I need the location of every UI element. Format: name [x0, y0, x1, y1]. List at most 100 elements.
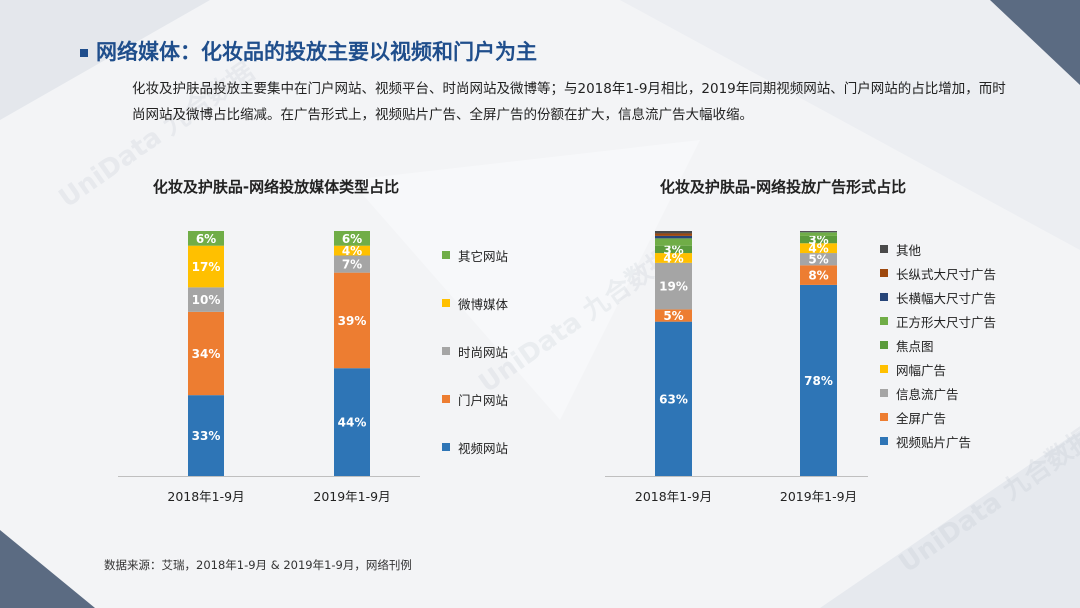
legend-item: 信息流广告 — [880, 384, 996, 408]
data-label: 39% — [338, 314, 367, 328]
legend-label: 全屏广告 — [896, 411, 947, 426]
legend-label: 网幅广告 — [896, 363, 947, 378]
legend-label: 门户网站 — [458, 393, 509, 408]
data-label: 5% — [808, 253, 828, 267]
legend-label: 视频网站 — [458, 441, 509, 456]
data-label: 34% — [192, 347, 221, 361]
bar-segment — [800, 243, 837, 254]
category-tick-label: 2019年1-9月 — [780, 489, 857, 504]
bar-segment — [655, 309, 692, 322]
bar-segment — [334, 231, 370, 246]
data-label: 44% — [338, 416, 367, 430]
bar-segment — [655, 262, 692, 310]
legend-item: 视频网站 — [442, 438, 508, 486]
data-label: 33% — [192, 429, 221, 443]
bar-segment — [334, 368, 370, 476]
legend-item: 长纵式大尺寸广告 — [880, 264, 996, 288]
data-label: 6% — [196, 232, 216, 246]
data-label: 7% — [342, 258, 362, 272]
data-label: 4% — [808, 242, 828, 256]
legend-item: 微博媒体 — [442, 294, 508, 342]
bar-segment — [188, 245, 224, 288]
legend-item: 正方形大尺寸广告 — [880, 312, 996, 336]
legend-swatch — [880, 437, 888, 445]
legend-swatch — [442, 443, 450, 451]
page-title-text: 网络媒体：化妆品的投放主要以视频和门户为主 — [96, 40, 537, 64]
bar-segment — [334, 245, 370, 256]
data-label: 4% — [342, 244, 362, 258]
bar-segment — [188, 231, 224, 246]
legend-swatch — [880, 293, 888, 301]
legend-item: 焦点图 — [880, 336, 996, 360]
legend-item: 其他 — [880, 240, 996, 264]
legend-swatch — [442, 299, 450, 307]
bar-segment — [334, 272, 370, 369]
legend-swatch — [880, 269, 888, 277]
category-tick-label: 2018年1-9月 — [167, 489, 244, 504]
data-label: 78% — [804, 374, 833, 388]
data-label: 17% — [192, 260, 221, 274]
bar-segment — [655, 245, 692, 254]
legend-swatch — [442, 395, 450, 403]
legend-item: 长横幅大尺寸广告 — [880, 288, 996, 312]
legend-swatch — [880, 389, 888, 397]
page-title: 网络媒体：化妆品的投放主要以视频和门户为主 — [80, 36, 537, 66]
data-label: 6% — [342, 232, 362, 246]
bar-segment — [655, 233, 692, 236]
bar-segment — [188, 287, 224, 312]
page-description: 化妆及护肤品投放主要集中在门户网站、视频平台、时尚网站及微博等；与2018年1-… — [132, 81, 1006, 123]
category-tick-label: 2018年1-9月 — [635, 489, 712, 504]
chart-title: 化妆及护肤品-网络投放媒体类型占比 — [152, 178, 400, 196]
legend-label: 其他 — [896, 243, 922, 258]
bar-segment — [800, 231, 837, 233]
title-square-icon — [80, 49, 88, 57]
data-label: 10% — [192, 293, 221, 307]
bar-segment — [655, 238, 692, 246]
legend-item: 视频贴片广告 — [880, 432, 996, 456]
chart-legend: 其它网站微博媒体时尚网站门户网站视频网站 — [442, 246, 508, 486]
bar-segment — [188, 311, 224, 396]
legend-swatch — [880, 341, 888, 349]
bar-segment — [188, 395, 224, 476]
legend-swatch — [880, 365, 888, 373]
legend-item: 全屏广告 — [880, 408, 996, 432]
legend-item: 其它网站 — [442, 246, 508, 294]
data-label: 3% — [663, 243, 683, 257]
data-label: 19% — [659, 280, 688, 294]
legend-label: 正方形大尺寸广告 — [896, 315, 997, 330]
legend-label: 其它网站 — [458, 249, 509, 264]
legend-label: 焦点图 — [896, 339, 934, 354]
data-label: 8% — [808, 269, 828, 283]
bar-segment — [655, 321, 692, 476]
data-source-note: 数据来源：艾瑞，2018年1-9月 & 2019年1-9月，网络刊例 — [104, 558, 412, 572]
category-tick-label: 2019年1-9月 — [313, 489, 390, 504]
legend-label: 视频贴片广告 — [896, 435, 972, 450]
bar-segment — [800, 284, 837, 476]
legend-swatch — [442, 347, 450, 355]
bar-segment — [334, 255, 370, 273]
data-label: 4% — [663, 251, 683, 265]
legend-item: 网幅广告 — [880, 360, 996, 384]
bar-segment — [655, 231, 692, 234]
bar-segment — [800, 235, 837, 244]
bar-segment — [655, 253, 692, 263]
chart-legend: 其他长纵式大尺寸广告长横幅大尺寸广告 正方形大尺寸广告 焦点图网幅广告信息流广告全屏… — [880, 240, 996, 456]
chart-title: 化妆及护肤品-网络投放广告形式占比 — [659, 178, 907, 196]
data-label: 63% — [659, 392, 688, 406]
legend-swatch — [880, 245, 888, 253]
legend-item: 门户网站 — [442, 390, 508, 438]
bar-segment — [800, 265, 837, 285]
legend-label: 微博媒体 — [458, 297, 509, 312]
bar-segment — [800, 232, 837, 236]
legend-swatch — [880, 317, 888, 325]
bar-segment — [655, 235, 692, 239]
bar-segment — [800, 253, 837, 266]
data-label: 3% — [808, 233, 828, 247]
legend-label: 长横幅大尺寸广告 — [896, 291, 997, 306]
legend-swatch — [442, 251, 450, 259]
legend-label: 时尚网站 — [458, 345, 509, 360]
legend-item: 时尚网站 — [442, 342, 508, 390]
legend-swatch — [880, 413, 888, 421]
